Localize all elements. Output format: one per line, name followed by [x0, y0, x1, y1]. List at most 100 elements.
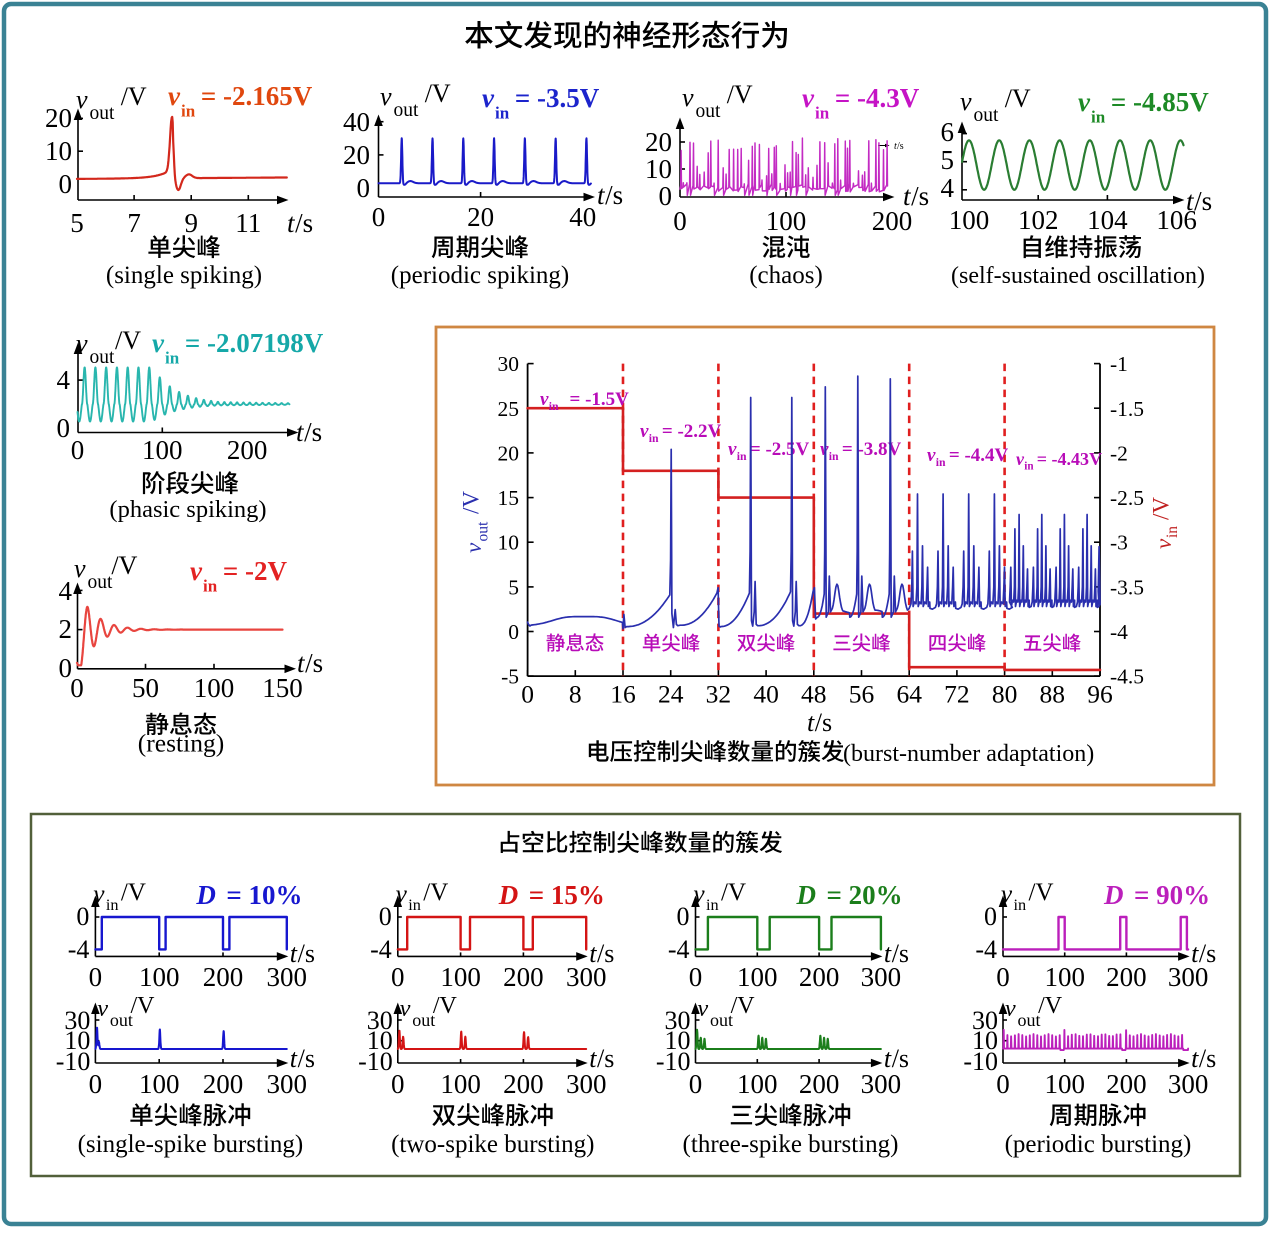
svg-text:200: 200: [799, 1069, 840, 1099]
svg-text:/s: /s: [304, 417, 322, 447]
svg-text:in: in: [495, 103, 510, 122]
svg-text:0: 0: [379, 902, 392, 931]
svg-text:25: 25: [498, 397, 520, 421]
svg-text:in: in: [106, 896, 119, 914]
svg-text:(self-sustained oscillation): (self-sustained oscillation): [951, 263, 1205, 289]
svg-text:/s: /s: [892, 1044, 909, 1073]
svg-text:= -3.8V: = -3.8V: [842, 439, 902, 460]
svg-text:0: 0: [673, 206, 687, 236]
svg-text:in: in: [1024, 461, 1034, 473]
svg-text:200: 200: [1106, 962, 1147, 992]
svg-text:0: 0: [59, 653, 73, 683]
svg-text:5: 5: [508, 575, 519, 599]
svg-text:/s: /s: [305, 648, 323, 678]
svg-text:/V: /V: [731, 993, 756, 1019]
svg-text:= -4.85V: = -4.85V: [1111, 87, 1209, 117]
svg-text:10: 10: [367, 1026, 393, 1055]
svg-text:in: in: [165, 348, 180, 367]
svg-text:96: 96: [1087, 680, 1113, 709]
svg-text:= -4.4V: = -4.4V: [949, 445, 1009, 466]
svg-text:200: 200: [872, 206, 913, 236]
svg-text:in: in: [1014, 896, 1027, 914]
svg-text:-4: -4: [68, 935, 90, 964]
svg-text:30: 30: [367, 1006, 393, 1035]
svg-text:= -3.5V: = -3.5V: [515, 83, 600, 113]
svg-text:= -4.3V: = -4.3V: [835, 83, 920, 113]
svg-text:(two-spike bursting): (two-spike bursting): [391, 1131, 594, 1158]
svg-text:t: t: [287, 208, 296, 238]
svg-text:0: 0: [59, 169, 73, 199]
svg-text:D: D: [796, 880, 817, 910]
svg-text:100: 100: [1044, 1069, 1085, 1099]
svg-text:-4: -4: [668, 935, 690, 964]
svg-text:v: v: [74, 554, 86, 583]
svg-text:200: 200: [227, 435, 268, 465]
svg-text:56: 56: [849, 680, 875, 709]
svg-text:out: out: [394, 100, 420, 121]
svg-text:/s: /s: [815, 708, 832, 737]
svg-text:v: v: [728, 439, 737, 460]
svg-text:100: 100: [949, 205, 990, 235]
svg-text:-10: -10: [656, 1047, 691, 1076]
svg-text:7: 7: [127, 208, 141, 238]
svg-text:200: 200: [203, 1069, 244, 1099]
svg-text:in: in: [737, 450, 747, 463]
svg-text:t: t: [884, 1044, 892, 1073]
svg-text:6: 6: [941, 117, 955, 147]
svg-text:t: t: [597, 180, 606, 210]
svg-text:10: 10: [498, 531, 520, 555]
svg-text:100: 100: [1044, 962, 1085, 992]
svg-text:88: 88: [1040, 680, 1066, 709]
svg-text:t: t: [894, 141, 897, 152]
svg-text:in: in: [829, 450, 839, 463]
svg-text:0: 0: [89, 1069, 103, 1099]
svg-text:100: 100: [737, 1069, 778, 1099]
svg-text:in: in: [549, 400, 559, 413]
svg-text:v: v: [540, 389, 549, 410]
svg-text:/V: /V: [425, 79, 451, 108]
svg-text:out: out: [710, 1010, 733, 1030]
svg-text:out: out: [475, 521, 492, 542]
svg-text:in: in: [181, 101, 196, 120]
svg-text:-2.5: -2.5: [1110, 486, 1144, 510]
svg-text:10: 10: [645, 154, 672, 184]
svg-text:/V: /V: [721, 879, 746, 906]
svg-text:out: out: [974, 105, 1000, 126]
svg-text:out: out: [696, 101, 722, 122]
svg-text:v: v: [461, 542, 486, 553]
svg-text:v: v: [168, 81, 181, 111]
svg-text:100: 100: [440, 962, 481, 992]
svg-text:/V: /V: [423, 879, 448, 906]
svg-text:v: v: [76, 85, 88, 114]
svg-text:4: 4: [59, 576, 73, 606]
svg-text:4: 4: [57, 365, 71, 395]
svg-text:200: 200: [1106, 1069, 1147, 1099]
svg-text:-4: -4: [975, 935, 997, 964]
svg-text:0: 0: [70, 673, 84, 703]
svg-text:/V: /V: [433, 993, 458, 1019]
svg-text:0: 0: [391, 962, 405, 992]
svg-text:= -4.43V: = -4.43V: [1037, 449, 1102, 469]
svg-text:200: 200: [503, 1069, 544, 1099]
svg-text:t: t: [903, 181, 912, 211]
svg-text:24: 24: [658, 680, 684, 709]
svg-text:in: in: [649, 432, 659, 445]
svg-text:20: 20: [645, 127, 672, 157]
svg-text:-2: -2: [1110, 441, 1128, 465]
svg-text:30: 30: [64, 1006, 90, 1035]
svg-text:out: out: [90, 103, 116, 124]
svg-text:/s: /s: [911, 181, 929, 211]
svg-text:t: t: [1191, 1044, 1199, 1073]
svg-text:0: 0: [659, 181, 673, 211]
svg-text:300: 300: [1168, 1069, 1209, 1099]
svg-text:-4.5: -4.5: [1110, 665, 1144, 689]
svg-text:v: v: [152, 328, 165, 358]
svg-text:10: 10: [665, 1026, 691, 1055]
svg-text:= 90%: = 90%: [1134, 880, 1210, 910]
svg-text:D: D: [498, 880, 519, 910]
svg-text:out: out: [412, 1010, 435, 1030]
svg-text:10: 10: [64, 1026, 90, 1055]
svg-text:100: 100: [766, 206, 807, 236]
svg-text:/s: /s: [605, 180, 623, 210]
svg-text:5: 5: [941, 145, 955, 175]
